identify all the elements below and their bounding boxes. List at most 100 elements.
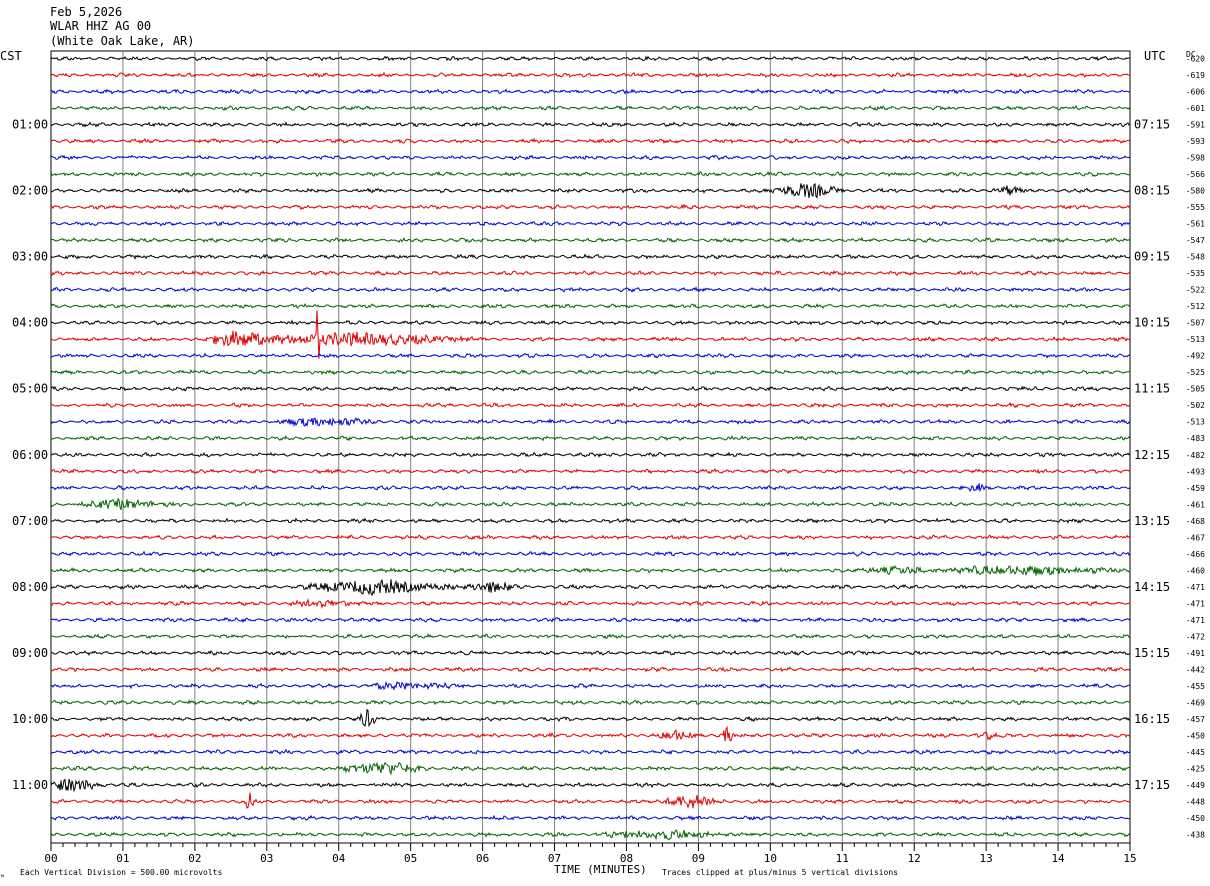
date-label: Feb 5,2026	[50, 5, 122, 19]
dc-offset-label: -548	[1186, 253, 1205, 262]
x-axis-title: TIME (MINUTES)	[554, 863, 647, 876]
utc-hour-label: 11:15	[1134, 382, 1170, 396]
trace-line	[50, 534, 1131, 541]
dc-offset-label: -593	[1186, 137, 1205, 146]
trace-line	[50, 497, 1131, 511]
x-tick-label: 08	[620, 852, 633, 865]
dc-offset-label: -471	[1186, 599, 1205, 608]
trace-line	[50, 792, 1131, 809]
cst-hour-label: 08:00	[12, 580, 48, 594]
dc-offset-label: -535	[1186, 269, 1205, 278]
dc-offset-labels: -620 -619 -606 -601 -591 -593 -598 -566 -580 -555…	[1186, 55, 1205, 840]
dc-offset-label: -445	[1186, 748, 1205, 757]
left-hour-labels: 01:00 02:00 03:00 04:00 05:00 06:00 07:00 08:00…	[12, 118, 48, 792]
dc-offset-label: -455	[1186, 682, 1205, 691]
trace-line	[50, 681, 1131, 691]
grid	[50, 50, 1131, 844]
trace-line	[50, 748, 1131, 756]
cst-hour-label: 01:00	[12, 118, 48, 132]
trace-line	[50, 578, 1131, 597]
x-tick-label: 02	[188, 852, 201, 865]
trace-line	[50, 401, 1131, 409]
dc-offset-label: -425	[1186, 764, 1205, 773]
location-label: (White Oak Lake, AR)	[50, 34, 195, 48]
utc-hour-label: 17:15	[1134, 778, 1170, 792]
trace-line	[50, 88, 1131, 95]
trace-line	[50, 778, 1131, 793]
cst-hour-label: 03:00	[12, 250, 48, 264]
trace-line	[50, 183, 1131, 199]
clip-note: Traces clipped at plus/minus 5 vertical …	[662, 868, 898, 877]
trace-line	[50, 451, 1131, 458]
dc-offset-label: -471	[1186, 616, 1205, 625]
trace-line	[50, 310, 1131, 359]
trace-line	[50, 137, 1131, 145]
dc-offset-label: -507	[1186, 319, 1205, 328]
trace-line	[50, 154, 1131, 161]
trace-line	[50, 104, 1131, 111]
trace-line	[50, 565, 1131, 577]
trace-line	[50, 352, 1131, 359]
cst-hour-label: 11:00	[12, 778, 48, 792]
trace-line	[50, 55, 1131, 62]
scale-note: Each Vertical Division = 500.00 microvol…	[20, 868, 222, 877]
dc-offset-label: -525	[1186, 368, 1205, 377]
x-tick-label: 14	[1051, 852, 1065, 865]
trace-line	[50, 286, 1131, 293]
dc-offset-label: -522	[1186, 286, 1205, 295]
trace-line	[50, 699, 1131, 706]
dc-offset-label: -561	[1186, 220, 1205, 229]
dc-offset-label: -482	[1186, 451, 1205, 460]
trace-line	[51, 650, 1131, 657]
corner-mark: ᴹ	[0, 873, 5, 882]
dc-offset-label: -512	[1186, 302, 1205, 311]
trace-line	[51, 435, 1131, 442]
dc-offset-label: -555	[1186, 203, 1205, 212]
dc-offset-label: -467	[1186, 533, 1205, 542]
x-tick-label: 09	[692, 852, 705, 865]
dc-offset-label: -620	[1186, 55, 1205, 64]
utc-hour-label: 15:15	[1134, 646, 1170, 660]
dc-offset-label: -619	[1186, 71, 1205, 80]
x-tick-label: 01	[116, 852, 129, 865]
x-tick-label: 05	[404, 852, 417, 865]
x-tick-label: 11	[836, 852, 849, 865]
station-label: WLAR HHZ AG 00	[50, 19, 151, 33]
dc-offset-label: -468	[1186, 517, 1205, 526]
dc-offset-label: -580	[1186, 187, 1205, 196]
dc-offset-label: -442	[1186, 665, 1205, 674]
dc-offset-label: -471	[1186, 583, 1205, 592]
trace-line	[50, 616, 1131, 624]
cst-hour-label: 05:00	[12, 382, 48, 396]
dc-offset-label: -566	[1186, 170, 1205, 179]
dc-offset-label: -450	[1186, 814, 1205, 823]
utc-hour-label: 08:15	[1134, 184, 1170, 198]
trace-line	[50, 725, 1131, 742]
plot-frame	[50, 50, 1131, 844]
trace-line	[51, 220, 1131, 227]
dc-offset-label: -457	[1186, 715, 1205, 724]
utc-hour-label: 12:15	[1134, 448, 1170, 462]
cst-hour-label: 02:00	[12, 184, 48, 198]
dc-offset-label: -448	[1186, 797, 1205, 806]
trace-line	[50, 170, 1131, 178]
trace-line	[50, 319, 1131, 326]
trace-line	[50, 417, 1131, 428]
utc-hour-label: 13:15	[1134, 514, 1170, 528]
trace-line	[50, 253, 1131, 260]
dc-offset-label: -483	[1186, 434, 1205, 443]
cst-hour-label: 07:00	[12, 514, 48, 528]
dc-offset-label: -460	[1186, 566, 1205, 575]
utc-hour-label: 07:15	[1134, 118, 1170, 132]
trace-line	[50, 666, 1131, 673]
dc-offset-label: -502	[1186, 401, 1205, 410]
x-tick-label: 13	[980, 852, 993, 865]
trace-line	[50, 269, 1131, 277]
trace-line	[50, 814, 1131, 822]
trace-line	[50, 203, 1131, 211]
dc-offset-label: -547	[1186, 236, 1205, 245]
trace-line	[50, 385, 1131, 392]
traces	[50, 55, 1131, 841]
x-tick-label: 15	[1123, 852, 1136, 865]
dc-offset-label: -469	[1186, 698, 1205, 707]
